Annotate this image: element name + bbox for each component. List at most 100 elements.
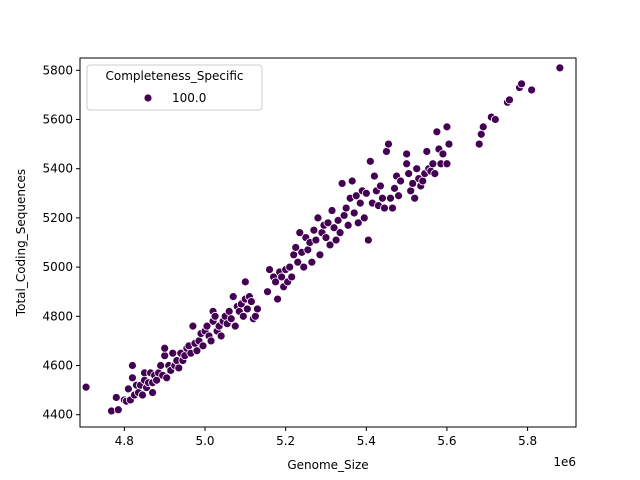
data-point (174, 363, 184, 373)
data-point (376, 181, 385, 191)
y-axis: 4400 4600 4800 5000 5200 5400 5600 5800 (42, 63, 80, 422)
data-point (555, 63, 565, 73)
data-point (517, 79, 526, 89)
data-point (323, 218, 333, 228)
x-tick-label: 5.0 (195, 434, 214, 448)
data-point (156, 361, 166, 370)
data-point (162, 373, 172, 383)
data-point (128, 373, 137, 383)
data-point (81, 382, 91, 392)
y-axis-label: Total_Coding_Sequences (14, 169, 28, 317)
data-point (402, 159, 412, 169)
data-point (384, 139, 393, 149)
data-point (240, 277, 250, 287)
data-point (246, 297, 256, 306)
data-point (361, 188, 371, 198)
data-point (404, 169, 414, 179)
data-point (418, 176, 428, 186)
data-point (351, 191, 361, 201)
y-tick-label: 5600 (42, 113, 73, 127)
data-point (428, 159, 438, 169)
data-point (335, 228, 345, 238)
data-point (363, 235, 373, 245)
data-point (432, 127, 442, 137)
data-point (313, 213, 323, 223)
x-tick-label: 5.8 (518, 434, 537, 448)
data-point (402, 149, 412, 159)
data-point (224, 306, 234, 316)
legend-marker (143, 93, 153, 103)
data-point (238, 311, 248, 321)
data-point (293, 257, 303, 267)
x-tick-label: 5.2 (276, 434, 295, 448)
data-point (337, 179, 347, 188)
plot-frame (79, 57, 577, 428)
data-point (476, 129, 486, 139)
legend-title: Completeness_Specific (105, 69, 243, 83)
data-point (406, 186, 416, 196)
data-point (390, 183, 399, 193)
data-point (333, 215, 343, 225)
data-point (273, 294, 282, 304)
data-point (349, 208, 359, 218)
data-point (353, 218, 363, 228)
data-point (355, 198, 365, 208)
data-point (303, 245, 313, 255)
data-point (359, 213, 369, 223)
data-point (365, 156, 375, 166)
data-point (369, 171, 379, 181)
x-tick-label: 4.8 (115, 434, 134, 448)
data-point (311, 235, 321, 245)
data-point (442, 122, 452, 132)
data-point (438, 149, 448, 159)
data-point (329, 223, 339, 233)
legend-box (86, 64, 263, 111)
data-point (138, 390, 147, 400)
y-tick-label: 4800 (42, 309, 73, 323)
data-point (206, 336, 216, 346)
data-point (289, 250, 299, 260)
data-point (277, 272, 287, 282)
data-point (160, 343, 170, 353)
y-tick-label: 4600 (42, 359, 73, 373)
legend-label: 100.0 (172, 91, 206, 105)
data-point (412, 164, 422, 174)
data-point (299, 262, 309, 272)
data-point (490, 115, 500, 124)
data-point (327, 206, 337, 215)
data-point (192, 346, 202, 356)
data-point (285, 262, 295, 272)
data-point (339, 211, 349, 220)
data-point (309, 225, 319, 235)
y-tick-label: 5400 (42, 162, 73, 176)
data-point (442, 159, 452, 169)
y-tick-label: 4400 (42, 408, 73, 422)
data-point (148, 388, 157, 397)
x-tick-label: 5.6 (437, 434, 456, 448)
x-axis-offset-label: 1e6 (553, 455, 576, 469)
data-point (210, 311, 220, 321)
data-point (253, 304, 262, 314)
data-point (388, 203, 397, 213)
data-point (386, 193, 395, 203)
data-point (380, 203, 389, 213)
data-point (230, 321, 240, 331)
data-point (408, 179, 418, 188)
data-point (271, 277, 280, 287)
data-point (295, 228, 305, 238)
data-point (123, 384, 133, 394)
points-layer (81, 63, 565, 416)
data-point (321, 233, 331, 242)
data-point (307, 257, 317, 267)
x-axis: 4.8 5.0 5.2 5.4 5.6 5.8 (115, 427, 537, 448)
y-tick-label: 5800 (42, 63, 73, 77)
data-point (265, 265, 274, 274)
data-point (111, 393, 121, 402)
data-point (527, 85, 537, 95)
data-point (382, 147, 391, 156)
data-point (394, 191, 403, 201)
data-point (242, 304, 252, 314)
data-point (478, 122, 488, 132)
data-point (291, 243, 301, 252)
